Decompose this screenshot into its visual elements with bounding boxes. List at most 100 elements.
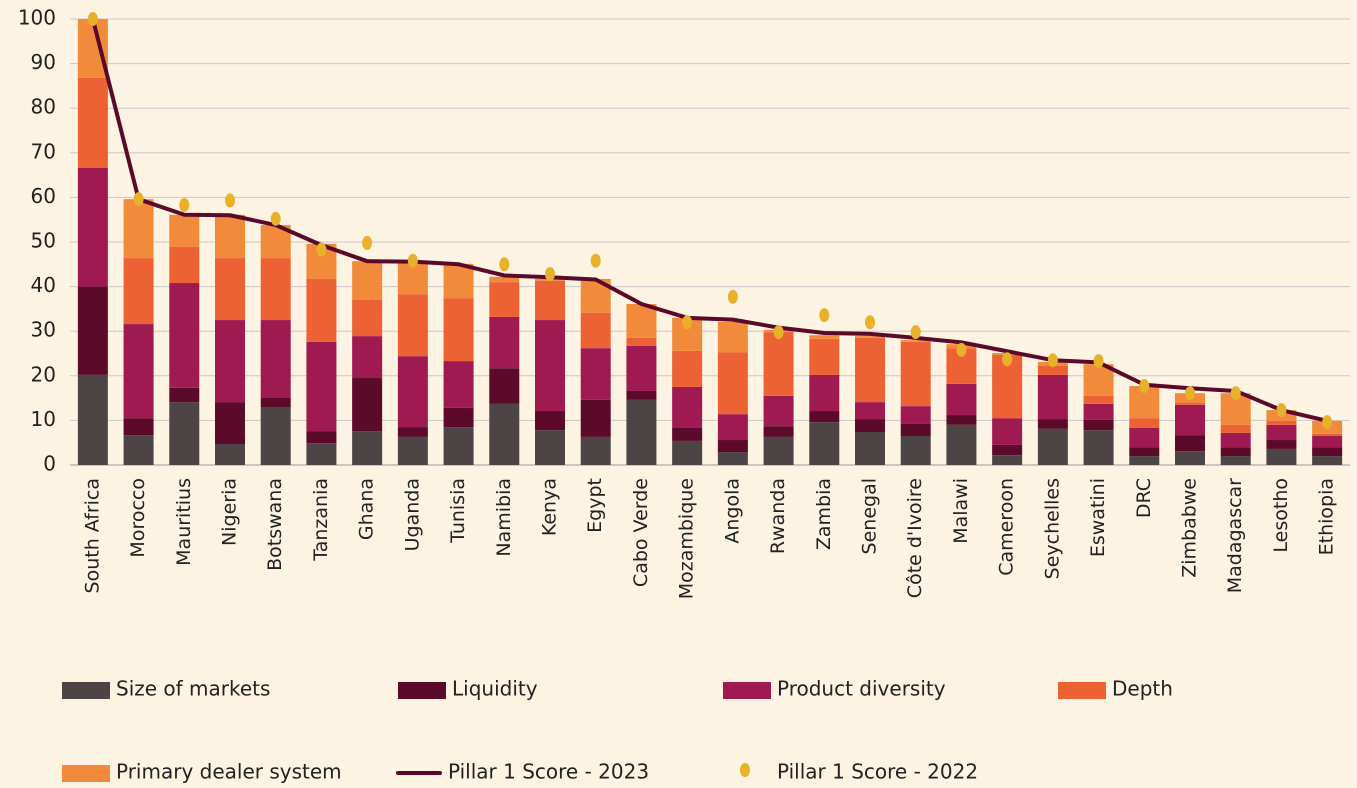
bar-segment: [1266, 440, 1297, 449]
x-tick-label: Morocco: [127, 478, 149, 558]
bar-segment: [306, 443, 337, 465]
bar-segment: [1220, 456, 1251, 465]
bar-segment: [1175, 435, 1205, 452]
score-dot: [87, 12, 98, 26]
x-tick-label: South Africa: [81, 478, 103, 593]
score-dot: [1230, 386, 1241, 401]
bar-segment: [809, 422, 840, 465]
score-dot: [1139, 379, 1150, 394]
score-dot: [499, 257, 510, 272]
legend-item: Liquidity: [398, 677, 538, 701]
legend-label: Product diversity: [777, 677, 946, 701]
x-tick-label: Seychelles: [1041, 478, 1063, 579]
bar-segment: [489, 368, 520, 404]
bar-segment: [215, 258, 245, 321]
legend-label: Primary dealer system: [116, 760, 342, 784]
bar-segment: [1220, 424, 1251, 433]
y-tick-label: 20: [31, 362, 56, 386]
bar-segment: [1266, 448, 1297, 465]
x-tick-label: Malawi: [950, 478, 972, 544]
score-dot: [727, 289, 738, 304]
bar-segment: [1129, 427, 1160, 448]
bar-segment: [809, 335, 840, 339]
bar-segment: [900, 436, 931, 465]
legend-item: Primary dealer system: [62, 760, 342, 784]
bar-segment: [626, 390, 657, 400]
bar-segment: [77, 286, 108, 375]
bar-segment: [535, 411, 565, 431]
bar-segment: [1129, 456, 1160, 465]
y-tick-label: 60: [31, 184, 56, 208]
x-tick-label: Nigeria: [219, 478, 241, 546]
bar-segment: [855, 336, 885, 338]
bar-segment: [169, 402, 200, 465]
bar-segment: [855, 419, 885, 432]
x-tick-label: Côte d'Ivoire: [904, 478, 926, 598]
score-dot: [956, 342, 967, 357]
bar-segment: [900, 340, 931, 342]
score-dot: [819, 308, 830, 323]
bar-segment: [672, 350, 703, 387]
bar-segment: [626, 399, 657, 465]
bar-segment: [215, 214, 245, 259]
y-tick-label: 90: [31, 50, 56, 74]
bar-segment: [717, 440, 748, 453]
y-tick-label: 100: [18, 6, 56, 30]
legend-swatch: [398, 682, 446, 699]
score-dot: [773, 325, 784, 340]
bar-segment: [763, 436, 794, 465]
score-dot: [545, 267, 555, 282]
x-tick-label: Namibia: [493, 478, 515, 557]
x-tick-label: Mauritius: [173, 478, 195, 566]
bar-segment: [672, 386, 703, 428]
y-tick-label: 30: [31, 318, 56, 342]
bar-segment: [1312, 456, 1343, 465]
bar-segment: [77, 374, 108, 465]
bar-segment: [352, 261, 383, 300]
y-tick-label: 80: [31, 95, 56, 119]
bar-segment: [1220, 447, 1251, 457]
x-tick-label: Madagascar: [1224, 478, 1246, 593]
bar-segment: [992, 455, 1023, 465]
x-tick-label: DRC: [1133, 478, 1155, 518]
score-dot: [1002, 352, 1013, 367]
bar-segment: [1312, 447, 1343, 457]
score-dot: [316, 242, 327, 257]
legend-label: Liquidity: [452, 677, 538, 701]
x-tick-label: Mozambique: [676, 478, 698, 599]
bar-segment: [717, 352, 748, 415]
score-dot: [590, 253, 601, 268]
bar-segment: [352, 431, 383, 465]
bar-segment: [1037, 419, 1068, 429]
bar-segment: [900, 341, 931, 407]
legend-item: Pillar 1 Score - 2022: [740, 760, 978, 784]
bar-segment: [1175, 451, 1205, 465]
score-dot: [1047, 353, 1058, 368]
score-dot: [910, 325, 921, 340]
bar-segment: [580, 348, 611, 400]
bar-segment: [535, 280, 565, 321]
x-tick-label: Rwanda: [767, 478, 789, 554]
score-dot: [1185, 386, 1195, 401]
bar-segment: [1312, 436, 1343, 448]
bar-segment: [1037, 374, 1068, 420]
x-tick-label: Egypt: [584, 478, 606, 533]
bar-segment: [580, 312, 611, 349]
score-dot: [133, 192, 144, 207]
bar-segment: [443, 427, 474, 465]
bar-segment: [992, 418, 1023, 445]
bar-segment: [1129, 418, 1160, 428]
legend-swatch: [723, 682, 771, 699]
y-tick-label: 70: [31, 139, 56, 163]
bar-segment: [260, 320, 291, 398]
bar-segment: [123, 418, 154, 436]
bar-segment: [215, 444, 245, 465]
legend-item: Product diversity: [723, 677, 946, 701]
score-dot: [179, 197, 190, 212]
bar-segment: [535, 430, 565, 465]
bar-segment: [717, 321, 748, 353]
y-tick-label: 40: [31, 273, 56, 297]
y-tick-label: 50: [31, 229, 56, 253]
bar-segment: [489, 276, 520, 283]
